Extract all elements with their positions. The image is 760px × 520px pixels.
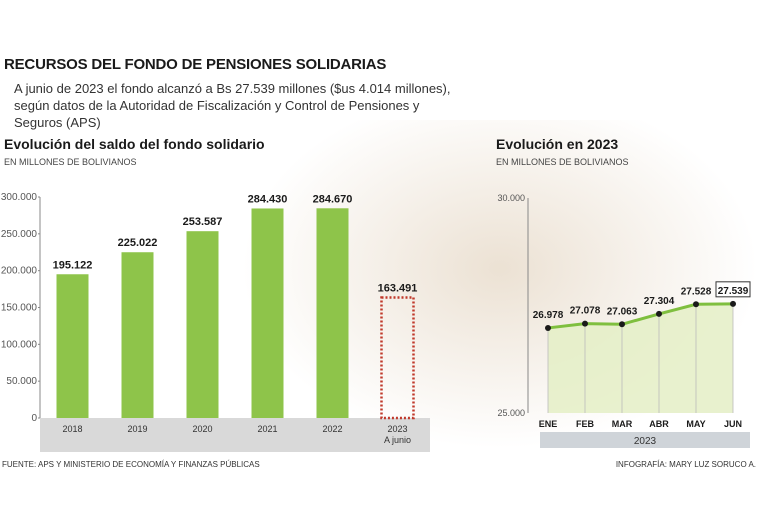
x-tick-label: JUN bbox=[724, 419, 742, 429]
bar-value-label: 195.122 bbox=[53, 259, 93, 271]
y-tick-label: 150.000 bbox=[1, 303, 38, 314]
x-tick-label: 2021 bbox=[257, 424, 277, 434]
bar-value-label: 284.430 bbox=[248, 193, 288, 205]
data-point bbox=[693, 301, 699, 308]
bar-value-label: 163.491 bbox=[378, 283, 418, 295]
x-tick-label: MAR bbox=[612, 419, 633, 429]
y-tick-label: 250.000 bbox=[1, 229, 38, 240]
y-tick-label: 50.000 bbox=[6, 376, 37, 387]
page-subtitle: A junio de 2023 el fondo alcanzó a Bs 27… bbox=[14, 81, 451, 130]
x-tick-label: ABR bbox=[649, 419, 669, 429]
point-value-label: 27.304 bbox=[644, 296, 675, 307]
bar bbox=[251, 208, 284, 418]
area-chart-unit: EN MILLONES DE BOLIVIANOS bbox=[496, 157, 629, 167]
data-point bbox=[730, 300, 736, 307]
point-value-label: 27.528 bbox=[681, 286, 712, 297]
bar-value-label: 225.022 bbox=[118, 237, 158, 249]
y-tick-label: 100.000 bbox=[1, 339, 38, 350]
bar bbox=[186, 231, 219, 418]
area-chart-title: Evolución en 2023 bbox=[496, 136, 619, 152]
x-tick-label: ENE bbox=[539, 419, 558, 429]
page-title: RECURSOS DEL FONDO DE PENSIONES SOLIDARI… bbox=[4, 56, 387, 73]
point-value-label: 27.063 bbox=[607, 306, 638, 317]
x-tick-label: FEB bbox=[576, 419, 595, 429]
y-tick-label: 300.000 bbox=[1, 192, 38, 203]
x-tick-label: 2022 bbox=[322, 424, 342, 434]
bar-value-label: 253.587 bbox=[183, 216, 223, 228]
top-margin bbox=[0, 0, 760, 44]
point-value-label: 26.978 bbox=[533, 310, 564, 321]
point-value-label: 27.078 bbox=[570, 306, 601, 317]
area-chart: 25.00030.00026.978ENE27.078FEB27.063MAR2… bbox=[497, 193, 751, 448]
x-tick-label: 2019 bbox=[127, 424, 147, 434]
y-tick-label: 30.000 bbox=[497, 193, 525, 203]
bar-value-label: 284.670 bbox=[313, 193, 353, 205]
bar bbox=[56, 274, 89, 418]
x-tick-label: MAY bbox=[686, 419, 705, 429]
highlight-box bbox=[715, 281, 751, 298]
bar-chart-title: Evolución del saldo del fondo solidario bbox=[4, 136, 265, 152]
year-band bbox=[540, 432, 750, 448]
credit-note: INFOGRAFÍA: MARY LUZ SORUCO A. bbox=[615, 460, 756, 469]
data-point bbox=[656, 310, 662, 317]
bar-partial bbox=[380, 296, 415, 420]
source-note: FUENTE: APS Y MINISTERIO DE ECONOMÍA Y F… bbox=[2, 460, 260, 469]
x-tick-sublabel: A junio bbox=[384, 435, 411, 445]
x-axis-band bbox=[40, 418, 430, 452]
y-tick-label: 25.000 bbox=[497, 408, 525, 418]
area-fill bbox=[548, 303, 733, 413]
x-tick-label: 2020 bbox=[192, 424, 212, 434]
y-tick-label: 200.000 bbox=[1, 266, 38, 277]
bar bbox=[316, 208, 349, 418]
data-point bbox=[545, 324, 551, 331]
data-point bbox=[619, 321, 625, 328]
bar-chart: 0 50.000 100.000 150.000 200.000 250.000 300.0… bbox=[1, 192, 430, 452]
x-tick-label: 2023 bbox=[387, 424, 407, 434]
bar bbox=[121, 252, 154, 418]
y-tick-label: 0 bbox=[31, 413, 37, 424]
point-value-label: 27.539 bbox=[718, 286, 749, 297]
bar-chart-unit: EN MILLONES DE BOLIVIANOS bbox=[4, 157, 137, 167]
data-point bbox=[582, 320, 588, 327]
year-band-label: 2023 bbox=[634, 436, 657, 447]
x-tick-label: 2018 bbox=[62, 424, 82, 434]
series-line bbox=[547, 302, 734, 330]
